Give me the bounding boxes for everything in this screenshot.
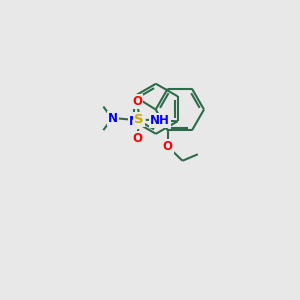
Text: O: O — [163, 140, 173, 153]
Text: N: N — [129, 115, 139, 128]
Text: N: N — [108, 112, 118, 125]
Text: O: O — [132, 132, 142, 145]
Text: O: O — [132, 95, 142, 108]
Text: S: S — [134, 113, 144, 126]
Text: NH: NH — [150, 114, 170, 127]
